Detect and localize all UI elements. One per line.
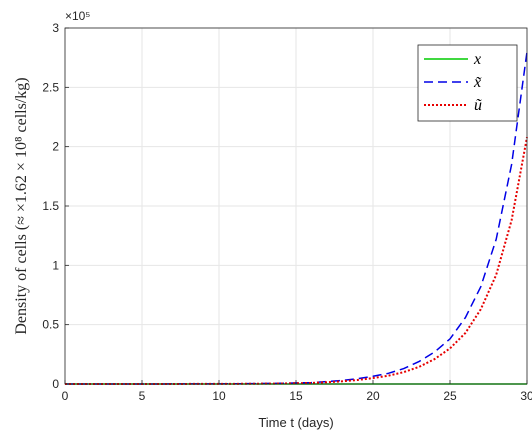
- y-tick-label: 1: [52, 258, 59, 272]
- y-tick-label: 1.5: [42, 199, 59, 213]
- x-tick-label: 0: [62, 389, 69, 403]
- legend-label-0: x: [473, 51, 481, 68]
- x-tick-label: 20: [366, 389, 380, 403]
- y-axis-label: Density of cells (≈ ×1.62 × 10⁸ cells/kg…: [13, 77, 30, 334]
- legend-box: [417, 44, 518, 122]
- x-tick-label: 15: [289, 389, 303, 403]
- y-tick-label: 2.5: [42, 80, 59, 94]
- legend: x x̃ ũ: [417, 44, 518, 122]
- y-axis-multiplier: ×10⁵: [65, 9, 90, 23]
- y-tick-label: 2: [52, 140, 59, 154]
- y-tick-label: 3: [52, 21, 59, 35]
- x-tick-label: 25: [443, 389, 457, 403]
- y-axis-ticks: 0 0.5 1 1.5 2 2.5 3: [42, 21, 69, 391]
- legend-label-1: x̃: [473, 74, 482, 91]
- legend-label-2: ũ: [474, 97, 482, 114]
- y-tick-label: 0.5: [42, 318, 59, 332]
- x-tick-label: 5: [139, 389, 146, 403]
- x-tick-label: 10: [212, 389, 226, 403]
- y-tick-label: 0: [52, 377, 59, 391]
- x-axis-label: Time t (days): [258, 415, 333, 430]
- x-tick-label: 30: [520, 389, 532, 403]
- x-axis-ticks: 0 5 10 15 20 25 30: [62, 380, 532, 403]
